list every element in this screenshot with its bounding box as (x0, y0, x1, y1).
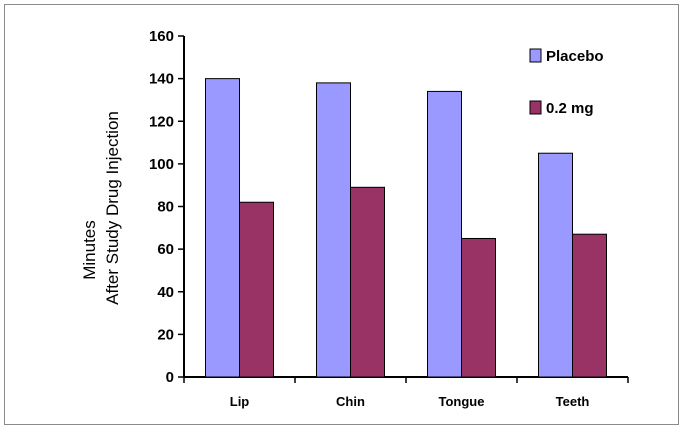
x-category-label: Lip (230, 394, 250, 409)
y-tick-label: 60 (157, 241, 174, 258)
legend-label: Placebo (546, 48, 604, 65)
bar-0-2-mg-teeth (572, 233, 607, 378)
y-axis-title: Minutes After Study Drug Injection (80, 111, 122, 305)
x-category-label: Tongue (439, 394, 485, 409)
bar-placebo-chin (316, 82, 351, 378)
y-tick-label: 40 (157, 284, 174, 301)
bar-0-2-mg-lip (239, 201, 274, 378)
bars: Lip Chin Tongue Teeth (205, 78, 607, 409)
y-tick-label: 80 (157, 199, 174, 216)
y-axis-title-line-2: After Study Drug Injection (103, 111, 122, 305)
y-tick-label: 120 (149, 113, 174, 130)
y-tick-label: 100 (149, 156, 174, 173)
bar-placebo-teeth (538, 152, 573, 378)
x-category-label: Chin (336, 394, 365, 409)
y-tick-label: 20 (157, 326, 174, 343)
legend-swatch (529, 48, 542, 63)
bar-placebo-lip (205, 78, 240, 378)
legend-label: 0.2 mg (546, 100, 594, 117)
legend-swatch (529, 100, 542, 115)
y-tick-label: 140 (149, 71, 174, 88)
bar-0-2-mg-tongue (461, 237, 496, 378)
legend: Placebo 0.2 mg (529, 48, 604, 117)
bar-placebo-tongue (427, 90, 462, 378)
x-category-label: Teeth (556, 394, 590, 409)
y-tick-label: 160 (149, 28, 174, 45)
y-axis-title-line-1: Minutes (80, 220, 99, 280)
bar-0-2-mg-chin (350, 186, 385, 378)
y-tick-label: 0 (166, 369, 174, 386)
